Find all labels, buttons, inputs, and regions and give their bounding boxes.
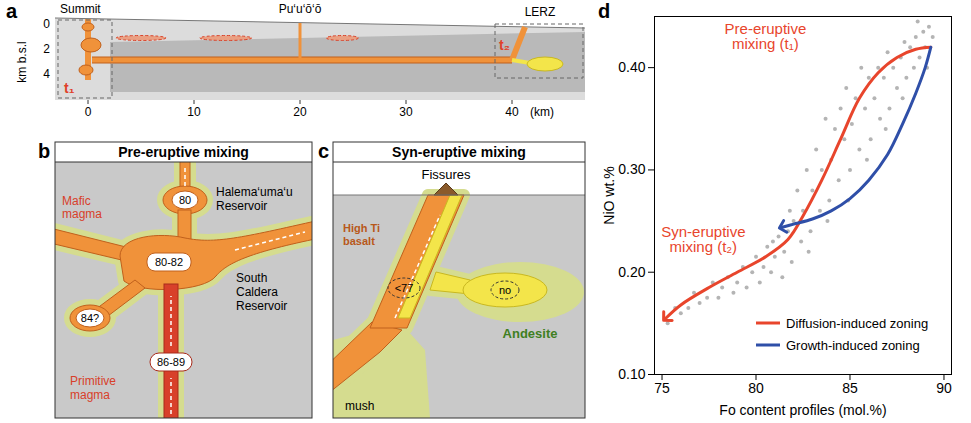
svg-text:30: 30 bbox=[399, 105, 413, 119]
svg-text:40: 40 bbox=[505, 105, 519, 119]
svg-text:Primitivemagma: Primitivemagma bbox=[70, 374, 116, 402]
svg-text:86-89: 86-89 bbox=[157, 356, 185, 368]
svg-text:85: 85 bbox=[842, 380, 858, 396]
svg-text:Pu‘u‘ō‘ō: Pu‘u‘ō‘ō bbox=[279, 2, 322, 16]
svg-text:10: 10 bbox=[187, 105, 201, 119]
svg-text:84?: 84? bbox=[81, 312, 99, 324]
svg-text:80: 80 bbox=[748, 380, 764, 396]
svg-text:km b.s.l: km b.s.l bbox=[15, 41, 29, 82]
svg-text:Pre-eruptivemixing (t₁): Pre-eruptivemixing (t₁) bbox=[725, 20, 807, 52]
svg-text:High Tibasalt: High Tibasalt bbox=[343, 222, 380, 247]
svg-text:LERZ: LERZ bbox=[525, 5, 556, 19]
svg-text:t₂: t₂ bbox=[499, 37, 510, 53]
svg-text:Fissures: Fissures bbox=[421, 167, 471, 182]
svg-text:mush: mush bbox=[345, 399, 374, 413]
svg-text:Andesite: Andesite bbox=[503, 326, 558, 341]
svg-text:0: 0 bbox=[85, 105, 92, 119]
html-text:d: d bbox=[598, 0, 611, 22]
svg-text:90: 90 bbox=[936, 380, 952, 396]
svg-text:a: a bbox=[6, 0, 18, 22]
svg-text:no: no bbox=[499, 284, 511, 296]
svg-text:Maficmagma: Maficmagma bbox=[62, 194, 102, 221]
html-text:Growth-induced zoning: Growth-induced zoning bbox=[786, 337, 920, 353]
svg-text:0.20: 0.20 bbox=[618, 264, 645, 280]
svg-text:c: c bbox=[318, 140, 329, 162]
svg-text:2: 2 bbox=[43, 42, 50, 56]
svg-text:Summit: Summit bbox=[60, 2, 101, 16]
svg-text:0: 0 bbox=[43, 17, 50, 31]
svg-text:<77: <77 bbox=[395, 282, 414, 294]
svg-text:4: 4 bbox=[43, 67, 50, 81]
svg-text:(km): (km) bbox=[530, 105, 554, 119]
svg-text:80: 80 bbox=[179, 194, 191, 206]
svg-text:NiO wt.%: NiO wt.% bbox=[601, 166, 617, 224]
svg-text:Fo content profiles (mol.%): Fo content profiles (mol.%) bbox=[719, 402, 886, 418]
svg-text:80-82: 80-82 bbox=[155, 256, 183, 268]
svg-text:Syn-eruptive mixing: Syn-eruptive mixing bbox=[392, 144, 526, 160]
svg-text:t₁: t₁ bbox=[64, 80, 75, 96]
svg-text:0.40: 0.40 bbox=[618, 59, 645, 75]
svg-text:b: b bbox=[38, 140, 50, 162]
html-text:Diffusion-induced zoning: Diffusion-induced zoning bbox=[786, 315, 929, 331]
svg-text:Halema‘uma‘uReservoir: Halema‘uma‘uReservoir bbox=[216, 185, 293, 213]
svg-text:75: 75 bbox=[654, 380, 670, 396]
svg-text:0.30: 0.30 bbox=[618, 161, 645, 177]
svg-text:SouthCalderaReservoir: SouthCalderaReservoir bbox=[236, 271, 287, 313]
svg-text:0.10: 0.10 bbox=[618, 366, 645, 382]
svg-text:20: 20 bbox=[293, 105, 307, 119]
svg-text:Pre-eruptive mixing: Pre-eruptive mixing bbox=[118, 144, 249, 160]
svg-text:Syn-eruptivemixing (t₂): Syn-eruptivemixing (t₂) bbox=[661, 223, 745, 255]
